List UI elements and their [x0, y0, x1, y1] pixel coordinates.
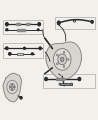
Circle shape: [10, 86, 11, 88]
Polygon shape: [46, 42, 81, 79]
Bar: [16, 23, 20, 25]
Circle shape: [56, 54, 58, 56]
Circle shape: [78, 78, 81, 81]
Circle shape: [63, 51, 65, 53]
Circle shape: [11, 86, 13, 88]
Circle shape: [7, 80, 18, 94]
Circle shape: [12, 89, 13, 90]
Circle shape: [60, 57, 64, 62]
Bar: [56, 78, 64, 80]
Polygon shape: [3, 73, 22, 102]
Circle shape: [14, 86, 15, 88]
Circle shape: [57, 21, 60, 24]
Circle shape: [9, 53, 11, 55]
Bar: [60, 83, 72, 85]
Circle shape: [67, 58, 69, 60]
Circle shape: [24, 47, 25, 49]
Circle shape: [6, 23, 8, 26]
Circle shape: [12, 84, 13, 85]
Ellipse shape: [6, 29, 8, 31]
Ellipse shape: [37, 29, 39, 31]
Circle shape: [20, 97, 22, 99]
Circle shape: [63, 65, 65, 68]
Circle shape: [58, 54, 67, 65]
Bar: [17, 53, 23, 55]
Ellipse shape: [59, 83, 61, 85]
Circle shape: [39, 47, 41, 50]
Bar: [26, 23, 29, 25]
Circle shape: [6, 47, 8, 49]
Circle shape: [53, 49, 71, 70]
Bar: [17, 29, 24, 31]
Circle shape: [91, 21, 93, 23]
Ellipse shape: [71, 83, 72, 85]
Circle shape: [9, 83, 15, 91]
Ellipse shape: [31, 53, 33, 55]
Circle shape: [56, 63, 58, 65]
Circle shape: [45, 78, 47, 81]
Circle shape: [38, 23, 40, 26]
